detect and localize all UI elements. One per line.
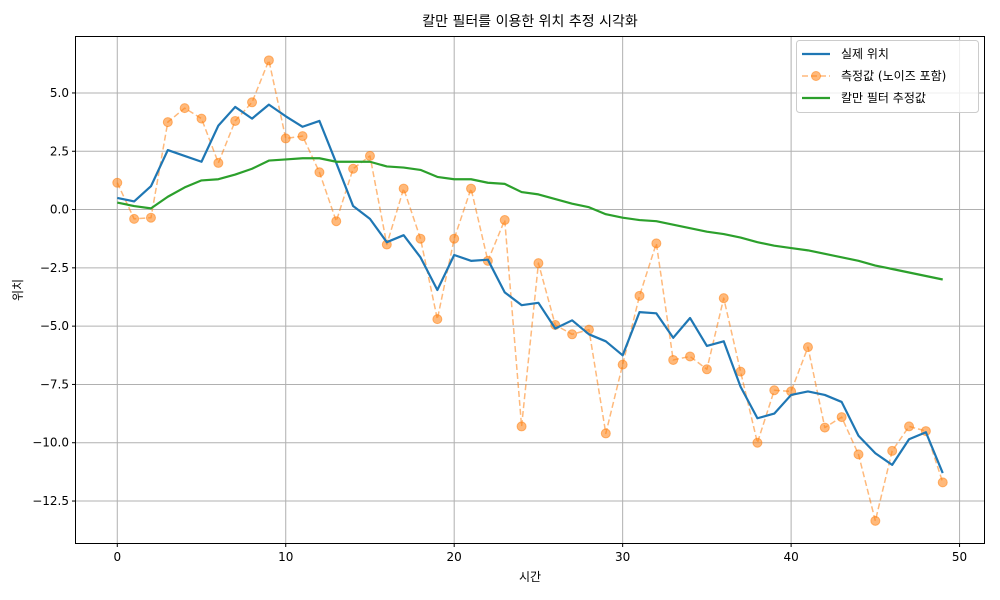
data-point [904, 421, 915, 432]
data-point [112, 177, 123, 188]
y-tick-label: −12.5 [32, 494, 69, 508]
data-point [297, 131, 308, 142]
data-point [179, 103, 190, 114]
y-tick-label: 0.0 [50, 203, 69, 217]
x-tick-label: 0 [113, 550, 121, 564]
series-line [117, 157, 943, 281]
series-line [116, 59, 944, 522]
data-point [634, 290, 645, 301]
y-tick-label: −5.0 [40, 319, 69, 333]
legend-label: 칼만 필터 추정값 [841, 91, 926, 105]
legend-marker [811, 71, 821, 81]
chart-title: 칼만 필터를 이용한 위치 추정 시각화 [422, 14, 638, 30]
y-tick-label: −10.0 [32, 436, 69, 450]
data-point [718, 293, 729, 304]
data-point [263, 55, 274, 66]
data-point [617, 359, 628, 370]
data-point [449, 233, 460, 244]
data-point [129, 213, 140, 224]
data-point [819, 422, 830, 433]
data-point [348, 163, 359, 174]
data-point [247, 97, 258, 108]
data-point [415, 233, 426, 244]
series-1 [112, 55, 948, 526]
data-point [466, 183, 477, 194]
y-tick-label: −2.5 [40, 261, 69, 275]
legend-frame [796, 40, 979, 113]
series-layer [112, 55, 948, 526]
data-point [887, 445, 898, 456]
data-point [162, 117, 173, 128]
x-tick-label: 40 [783, 550, 798, 564]
x-tick-label: 20 [447, 550, 462, 564]
y-axis-label: 위치 [11, 279, 25, 301]
data-point [701, 364, 712, 375]
x-tick-label: 30 [615, 550, 630, 564]
data-point [499, 215, 510, 226]
data-point [533, 258, 544, 269]
y-tick-label: 5.0 [50, 86, 69, 100]
data-point [213, 157, 224, 168]
data-point [752, 437, 763, 448]
x-axis-label: 시간 [519, 570, 541, 584]
series-line [117, 103, 944, 474]
axis-ticks: 0 10 20 30 40 50 5.0 2.5 0.0 −2.5 −5.0 −7.5 −10.0 −12… [32, 86, 967, 564]
data-point [600, 428, 611, 439]
x-tick-label: 50 [952, 550, 967, 564]
data-point [398, 183, 409, 194]
data-point [567, 329, 578, 340]
legend-label: 실제 위치 [841, 47, 889, 61]
grid [76, 37, 984, 543]
legend-label: 측정값 (노이즈 포함) [841, 69, 946, 83]
data-point [280, 133, 291, 144]
data-point [836, 412, 847, 423]
data-point [802, 342, 813, 353]
data-point [314, 167, 325, 178]
y-tick-label: −7.5 [40, 377, 69, 391]
plot-frame [75, 36, 985, 544]
data-point [870, 515, 881, 526]
data-point [331, 216, 342, 227]
data-point [364, 150, 375, 161]
data-point [769, 385, 780, 396]
data-point [735, 366, 746, 377]
data-point [432, 314, 443, 325]
series-2 [117, 157, 943, 281]
data-point [853, 449, 864, 460]
data-point [230, 115, 241, 126]
data-point [145, 212, 156, 223]
x-tick-label: 10 [278, 550, 293, 564]
data-point [516, 421, 527, 432]
y-tick-label: 2.5 [50, 144, 69, 158]
series-0 [117, 103, 944, 474]
data-point [196, 113, 207, 124]
data-point [668, 354, 679, 365]
data-point [685, 351, 696, 362]
data-point [651, 238, 662, 249]
data-point [937, 477, 948, 488]
